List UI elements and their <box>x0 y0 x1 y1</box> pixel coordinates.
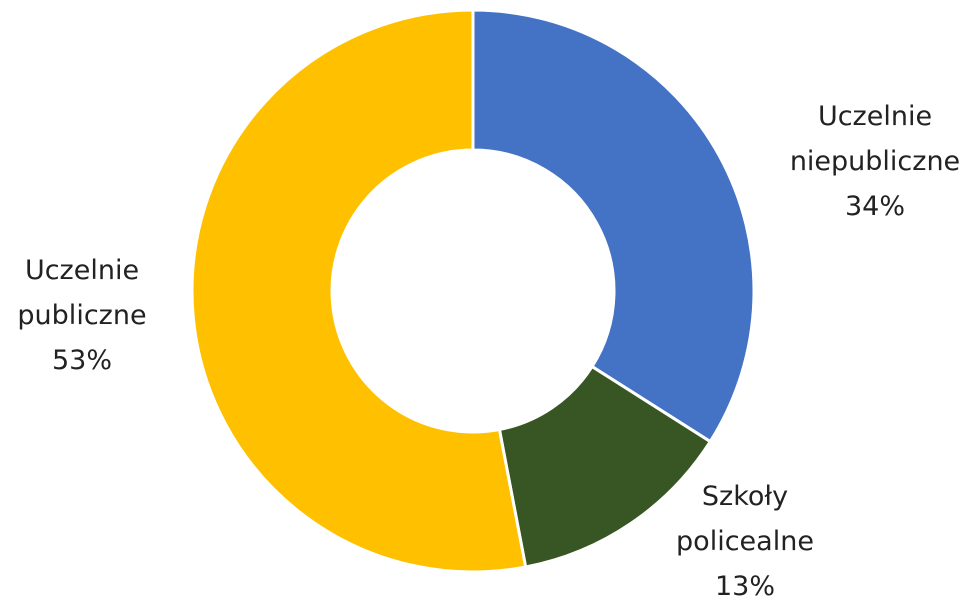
slice-label-line: Uczelnie <box>817 101 933 132</box>
slice-percent-label: 53% <box>51 345 112 376</box>
donut-slice-uczelnie-niepubliczne <box>471 8 756 444</box>
slice-label-line: Szkoły <box>701 481 789 512</box>
slice-percent-label: 34% <box>844 191 905 222</box>
slice-label-szkoly-policealne: Szkoły policealne 13% <box>640 474 850 609</box>
slice-label-line: publiczne <box>17 300 147 331</box>
donut-slice-uczelnie-publiczne <box>190 8 528 574</box>
donut-slice-szko-y-policealne <box>497 364 713 569</box>
slice-label-line: policealne <box>676 526 814 557</box>
slice-label-line: Uczelnie <box>24 255 140 286</box>
slice-percent-label: 13% <box>714 571 775 602</box>
slice-label-uczelnie-publiczne: Uczelnie publiczne 53% <box>0 248 164 383</box>
slice-label-uczelnie-niepubliczne: Uczelnie niepubliczne 34% <box>760 94 968 229</box>
slice-label-line: niepubliczne <box>789 146 961 177</box>
